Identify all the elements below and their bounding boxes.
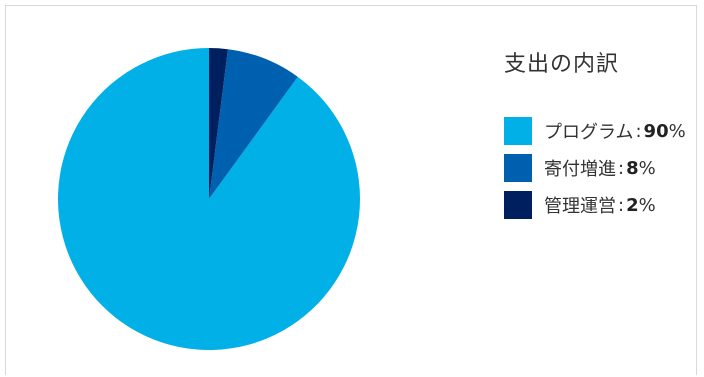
legend-swatch-fundraising (504, 154, 532, 182)
legend-item-fundraising: 寄付増進 : 8 % (504, 151, 686, 185)
legend-unit: % (638, 194, 656, 216)
legend-separator: : (618, 157, 625, 179)
legend-swatch-administration (504, 191, 532, 219)
legend-value-administration: 2 (626, 194, 639, 216)
legend-separator: : (635, 120, 642, 142)
legend-separator: : (618, 194, 625, 216)
pie-slice-fundraising (209, 49, 298, 200)
legend-unit: % (638, 157, 656, 179)
legend-unit: % (668, 120, 686, 142)
pie-slice-program (58, 48, 361, 351)
pie-chart (58, 48, 361, 351)
legend-value-fundraising: 8 (626, 157, 639, 179)
legend-value-program: 90 (643, 120, 669, 142)
chart-title: 支出の内訳 (504, 52, 620, 77)
legend-item-administration: 管理運営 : 2 % (504, 188, 686, 222)
legend-label-program: プログラム (544, 122, 634, 143)
legend: プログラム : 90 % 寄付増進 : 8 % 管理運営 : 2 % (504, 114, 686, 225)
legend-label-administration: 管理運営 (544, 196, 616, 217)
legend-label-fundraising: 寄付増進 (544, 159, 616, 180)
legend-item-program: プログラム : 90 % (504, 114, 686, 148)
chart-frame: 支出の内訳 プログラム : 90 % 寄付増進 : 8 % 管理運営 : 2 % (5, 5, 697, 375)
pie-slice-administration (209, 48, 228, 199)
legend-swatch-program (504, 117, 532, 145)
